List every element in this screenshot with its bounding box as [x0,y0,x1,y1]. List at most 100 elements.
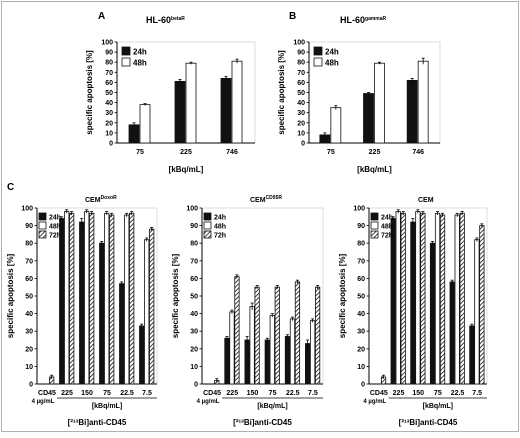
y-tick-label: 30 [357,329,365,336]
y-tick-label: 60 [105,80,113,87]
y-tick-label: 0 [361,382,365,389]
legend-label-24h: 24h [214,215,226,222]
y-tick-label: 50 [105,90,113,97]
legend-swatch-72h [370,230,379,239]
bar-24h-75 [128,124,140,144]
chart-title: HL-60betaR [146,15,185,25]
bar-24h-150 [79,221,85,385]
y-tick-label: 70 [297,70,305,77]
legend-label-48h: 48h [381,224,393,231]
x-tick-label: CD45 [203,390,221,397]
chart-panel-1: A HL-60betaR 0 10 20 30 40 50 60 70 80 90 100 specifi… [85,11,256,174]
x-tick-label: 150 [412,390,424,397]
x-tick-label: 7.5 [472,390,482,397]
y-tick-label: 30 [25,329,33,336]
y-tick-label: 40 [190,311,198,318]
bar-72h-75 [109,214,115,385]
control-sublabel: 4 µg/mL [197,399,220,405]
legend-label-72h: 72h [214,233,226,240]
bar-48h-75 [104,212,110,385]
y-tick-label: 90 [190,223,198,230]
bar-48h-75 [434,212,441,385]
legend-swatch-48h [38,221,47,230]
x-axis-label: [kBq/mL] [92,403,122,410]
y-tick-label: 0 [301,141,305,148]
y-tick-label: 50 [297,90,305,97]
legend-swatch-24h [38,212,47,221]
y-axis-label: specific apoptosis [%] [85,50,94,135]
chart-title: CEMDoxoR [85,195,117,204]
y-tick-label: 100 [101,40,113,47]
bar-48h-22.5 [289,318,296,385]
bar-24h-22.5 [119,283,125,385]
legend-label-48h: 48h [133,59,147,68]
bar-24h-746 [220,77,232,144]
y-tick-label: 70 [25,258,33,265]
bar-48h-225 [185,62,197,144]
y-axis-label: specific apoptosis [%] [6,253,15,338]
chart-panel-2: B HL-60gammaR 0 10 20 30 40 50 60 70 80 90 100 specif… [277,11,441,174]
bar-72h-150 [254,286,260,385]
x-tick-label: 7.5 [308,390,318,397]
y-tick-label: 80 [190,241,198,248]
y-tick-label: 10 [357,364,365,371]
y-axis-label: specific apoptosis [%] [338,253,347,338]
chart-title: CEM [418,197,434,204]
bar-24h-225 [174,80,186,144]
bar-24h-225 [224,337,230,385]
x-axis-label: [kBq/mL] [423,403,453,410]
y-tick-label: 90 [357,223,365,230]
bar-24h-225 [390,218,396,385]
x-axis-label: [kBq/mL] [357,165,392,174]
chart-panel-5: CEM 0 10 20 30 40 50 60 70 80 90 100 specific apopto… [338,197,488,427]
bar-48h-150 [249,306,255,385]
bar-48h-22.5 [454,214,460,385]
x-axis-label: [kBq/mL] [257,403,287,410]
y-tick-label: 40 [357,311,365,318]
bar-72h-150 [89,212,95,385]
x-tick-label: 22.5 [286,390,300,397]
bar-72h-75 [274,286,280,385]
x-tick-label: 746 [412,149,424,156]
y-tick-label: 0 [109,141,113,148]
control-sublabel: 4 µg/mL [32,399,55,405]
legend-label-48h: 48h [214,224,226,231]
bar-24h-22.5 [449,281,455,385]
x-tick-label: 75 [434,390,442,397]
y-tick-label: 10 [25,364,33,371]
bar-48h-7.5 [474,239,480,385]
bar-48h-225 [395,211,401,385]
bar-72h-150 [420,212,426,385]
x-tick-label: 75 [103,390,111,397]
panel-letter: C [7,182,14,193]
y-tick-label: 90 [105,50,113,57]
legend-swatch-24h [313,46,323,56]
y-axis-label: specific apoptosis [%] [171,253,180,338]
y-tick-label: 100 [293,40,305,47]
bar-72h-22.5 [294,281,301,385]
bar-48h-225 [64,211,70,385]
bar-24h-150 [244,339,250,385]
y-tick-label: 50 [357,294,365,301]
bar-24h-75 [429,242,436,385]
y-tick-label: 90 [297,50,305,57]
x-tick-label: 746 [226,149,238,156]
y-tick-label: 60 [297,80,305,87]
y-tick-label: 30 [297,110,305,117]
legend-label-24h: 24h [381,215,393,222]
bar-48h-746 [231,60,243,144]
y-tick-label: 30 [105,110,113,117]
bar-72h-7.5 [479,225,485,385]
y-tick-label: 10 [190,364,198,371]
y-tick-label: 20 [105,120,113,127]
y-tick-label: 80 [357,241,365,248]
y-tick-label: 0 [29,382,33,389]
x-sublabel: [²¹³Bi]anti-CD45 [399,418,458,427]
legend-label-24h: 24h [49,215,61,222]
bar-24h-7.5 [305,343,311,385]
x-tick-label: 225 [226,390,238,397]
legend-label-48h: 48h [325,59,339,68]
bar-72h-22.5 [129,212,135,385]
y-tick-label: 50 [25,294,33,301]
